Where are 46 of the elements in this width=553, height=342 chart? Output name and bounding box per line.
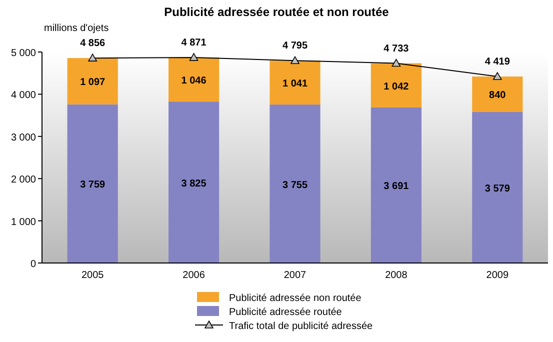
- bar: [67, 104, 118, 263]
- point: [290, 56, 300, 64]
- bar: [472, 76, 523, 112]
- bar: [168, 57, 220, 102]
- x-tick-label: 2005: [81, 270, 104, 281]
- bar: [168, 102, 220, 263]
- data-label: 1 041: [282, 78, 308, 90]
- bar: [370, 107, 422, 263]
- x-tick-label: 2007: [284, 270, 307, 281]
- data-label: 3 579: [484, 183, 510, 194]
- bar: [270, 60, 320, 105]
- data-label: 3 759: [80, 180, 106, 191]
- bar: [472, 112, 523, 263]
- data-label: 1 097: [80, 77, 106, 88]
- chart-title: Publicité adressée routée et non routée: [164, 5, 390, 19]
- data-label: 3 825: [181, 178, 207, 190]
- y-tick-label: 2 000: [10, 174, 36, 186]
- bar: [270, 104, 320, 263]
- data-label: 4 733: [384, 43, 410, 54]
- data-label: 840: [489, 90, 506, 102]
- bar: [67, 58, 118, 104]
- y-tick-label: 4 000: [10, 90, 36, 102]
- legend-label: Trafic total de publicité adressée: [229, 321, 374, 332]
- x-tick-label: 2008: [385, 270, 408, 281]
- data-label: 4 795: [282, 40, 308, 52]
- y-tick-label: 5 000: [10, 48, 36, 59]
- legend-label: Publicité adressée non routée: [229, 293, 362, 304]
- y-tick-label: 0: [30, 259, 36, 270]
- x-tick-label: 2009: [486, 270, 509, 281]
- data-label: 4 871: [181, 37, 207, 48]
- data-label: 1 042: [384, 81, 410, 92]
- data-label: 1 046: [181, 76, 207, 87]
- point: [493, 72, 502, 80]
- data-label: 4 419: [484, 56, 510, 68]
- data-label: 3 755: [282, 180, 308, 191]
- data-label: 4 856: [80, 38, 106, 50]
- point: [392, 58, 401, 67]
- legend-label: Publicité adressée routée: [229, 307, 342, 318]
- point: [88, 54, 97, 62]
- y-axis-title: millions d'ojets: [44, 23, 109, 34]
- x-tick-label: 2006: [182, 270, 206, 281]
- point: [189, 53, 198, 61]
- y-tick-label: 1 000: [10, 216, 36, 228]
- bar: [370, 63, 422, 108]
- y-tick-label: 3 000: [10, 132, 36, 144]
- data-label: 3 691: [384, 181, 410, 192]
